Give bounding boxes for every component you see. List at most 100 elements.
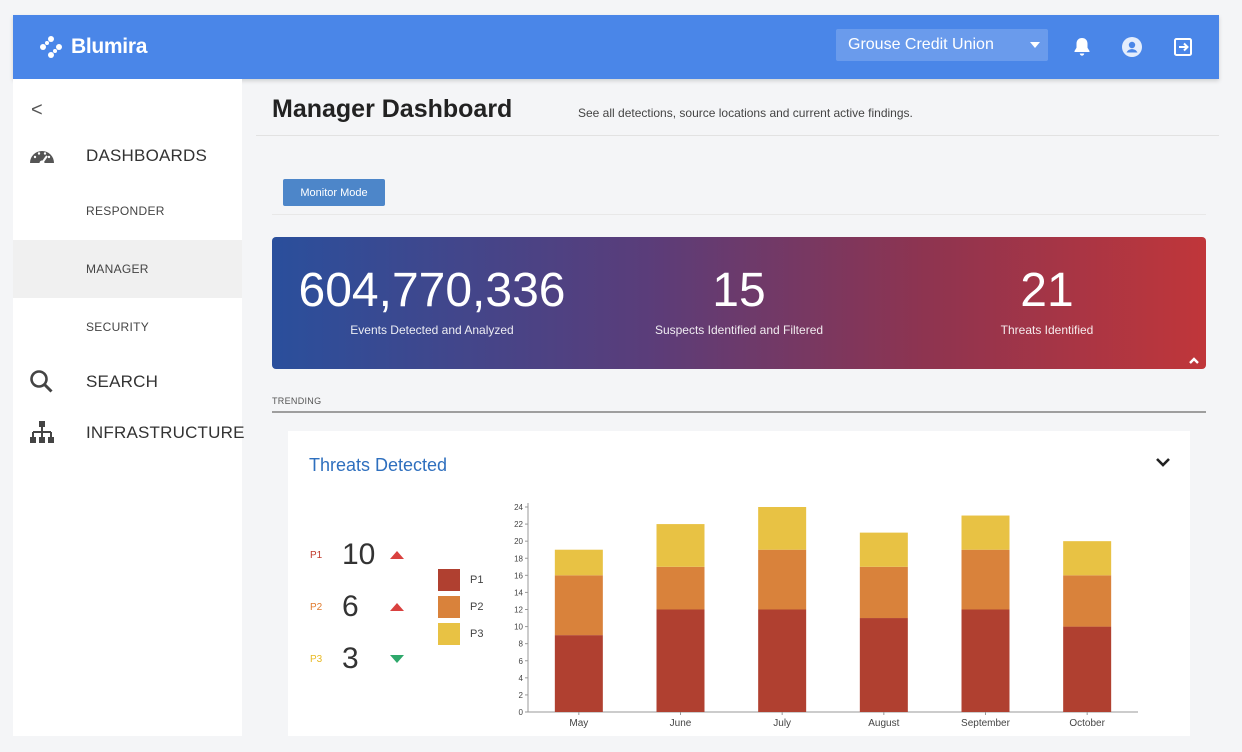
priority-p2: P2 6 [310,589,404,625]
y-tick-label: 24 [514,503,523,512]
sidebar-item-manager[interactable]: MANAGER [13,240,242,298]
sidebar-item-security[interactable]: SECURITY [13,298,242,356]
y-tick-label: 2 [519,691,524,700]
stat-events: 604,770,336 Events Detected and Analyzed [282,261,582,337]
y-tick-label: 0 [519,708,524,717]
y-tick-label: 6 [519,657,524,666]
stat-suspects: 15 Suspects Identified and Filtered [604,261,874,337]
stat-value: 604,770,336 [298,264,566,317]
user-icon[interactable] [1120,35,1144,59]
org-selector[interactable]: Grouse Credit Union [836,29,1048,61]
priority-label: P3 [310,653,323,665]
stat-threats: 21 Threats Identified [932,261,1162,337]
stat-label: Events Detected and Analyzed [350,323,514,337]
divider [256,135,1219,136]
sidebar-item-infrastructure[interactable]: INFRASTRUCTURE [13,413,245,453]
priority-value: 10 [342,538,376,571]
sidebar-item-label: RESPONDER [86,204,165,218]
y-tick-label: 16 [514,571,523,580]
sidebar-item-label: SEARCH [86,372,159,391]
y-tick-label: 12 [514,606,523,615]
bar-segment-p2 [554,575,603,636]
bar-segment-p3 [859,532,908,567]
chevron-down-icon[interactable] [1154,455,1172,469]
brand-logo[interactable]: Blumira [35,31,147,63]
bar-segment-p3 [656,524,705,567]
bar-segment-p1 [1063,626,1112,712]
stat-value: 15 [712,264,766,317]
threats-stacked-bar-chart: 0 2 4 6 8 10 12 14 16 18 20 22 24 May June July August Se… [498,499,1158,734]
search-icon [30,370,53,393]
network-icon [30,421,54,443]
divider [272,411,1206,413]
bar-segment-p1 [859,618,908,712]
x-tick-label: July [773,718,791,729]
priority-value: 3 [342,642,359,675]
bar-segment-p2 [758,549,807,610]
sidebar-item-responder[interactable]: RESPONDER [13,182,242,240]
legend-label: P3 [470,627,484,640]
legend-item-p3: P3 [438,620,483,647]
stat-label: Threats Identified [1000,323,1094,337]
trend-up-icon [390,603,404,611]
chevron-down-icon [1030,42,1040,48]
y-tick-label: 10 [514,623,523,632]
chevron-up-icon[interactable] [1188,355,1200,365]
stats-banner: 604,770,336 Events Detected and Analyzed… [272,237,1206,369]
bar-segment-p3 [961,515,1010,550]
x-tick-label: May [569,718,588,729]
blumira-logo-icon [40,36,62,58]
legend-swatch [438,595,460,618]
y-tick-label: 22 [514,520,523,529]
sidebar-item-label: SECURITY [86,320,150,334]
y-tick-label: 8 [519,640,524,649]
logout-icon[interactable] [1171,35,1195,59]
monitor-mode-button[interactable]: Monitor Mode [283,179,385,206]
card-title: Threats Detected [309,455,448,475]
priority-p3: P3 3 [310,641,404,677]
legend-swatch [438,568,460,591]
legend-item-p1: P1 [438,566,483,593]
x-tick-label: August [868,718,899,729]
bar-segment-p3 [1063,541,1112,576]
legend-label: P2 [470,600,484,613]
brand-name: Blumira [71,35,148,58]
threats-detected-card: Threats Detected P1 10 P2 6 P3 3 P1 [288,431,1190,736]
sidebar-item-label: MANAGER [86,262,149,276]
sidebar-item-search[interactable]: SEARCH [13,362,242,402]
bar-segment-p2 [656,566,705,610]
bar-segment-p1 [554,635,603,712]
bar-segment-p2 [1063,575,1112,627]
bar-segment-p2 [859,566,908,619]
y-tick-label: 4 [519,674,524,683]
page-description: See all detections, source locations and… [578,106,913,120]
bar-segment-p3 [554,549,603,576]
dashboard-gauge-icon [30,151,54,166]
y-tick-label: 18 [514,554,523,563]
org-selector-value: Grouse Credit Union [848,36,994,53]
stat-value: 21 [1020,264,1074,317]
legend-label: P1 [470,573,484,586]
bar-segment-p3 [758,507,807,550]
top-bar: Blumira Grouse Credit Union [13,15,1219,79]
trend-up-icon [390,551,404,559]
collapse-sidebar-button[interactable]: < [31,99,43,121]
priority-p1: P1 10 [310,537,404,573]
stat-label: Suspects Identified and Filtered [654,323,824,337]
sidebar-item-label: INFRASTRUCTURE [86,423,245,442]
bar-segment-p1 [961,609,1010,712]
priority-label: P2 [310,601,323,613]
legend-swatch [438,622,460,645]
y-tick-label: 20 [514,537,523,546]
bar-segment-p1 [656,609,705,712]
sidebar-item-dashboards[interactable]: DASHBOARDS [13,136,242,176]
sidebar-item-label: DASHBOARDS [86,146,208,165]
x-tick-label: September [961,718,1011,729]
bar-segment-p2 [961,549,1010,610]
x-tick-label: June [670,718,692,729]
page-title: Manager Dashboard [272,95,513,123]
priority-value: 6 [342,590,359,623]
bell-icon[interactable] [1070,35,1094,59]
